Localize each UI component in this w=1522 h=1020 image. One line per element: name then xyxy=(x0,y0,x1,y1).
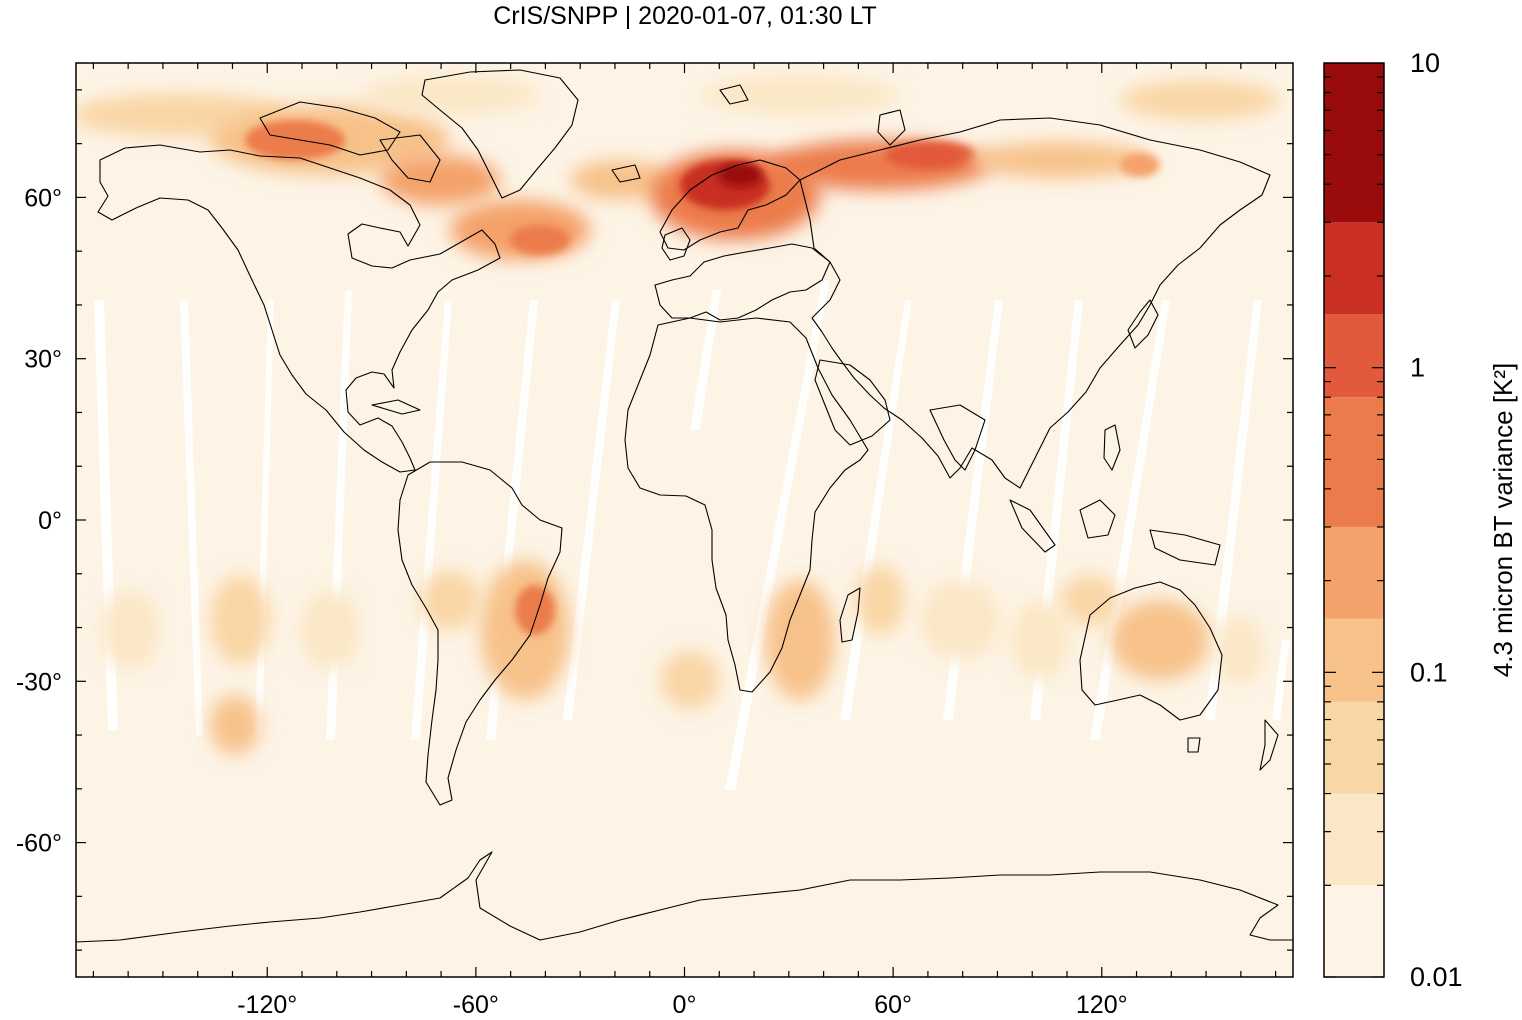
y-axis-tick-labels: 60° 30° 0° -30° -60° xyxy=(16,184,62,857)
coastline-new-guinea xyxy=(1149,529,1221,566)
x-axis-tick-labels: -120° -60° 0° 60° 120° xyxy=(237,991,1127,1019)
coastline-sumatra xyxy=(1009,499,1056,553)
coastline-india xyxy=(929,404,986,471)
coastline-cuba xyxy=(371,399,421,415)
variance-blob xyxy=(420,570,480,630)
chart-title: CrIS/SNPP | 2020-01-07, 01:30 LT xyxy=(493,2,877,30)
coastline-asia xyxy=(799,117,1271,489)
coastline-australia xyxy=(1079,581,1223,721)
colorbar-band xyxy=(1324,885,1384,977)
variance-blob xyxy=(1060,575,1120,625)
variance-blob xyxy=(515,585,555,635)
x-tick-label: -60° xyxy=(453,991,499,1019)
variance-blob xyxy=(700,75,900,115)
colorbar-tick-label: 0.1 xyxy=(1410,657,1448,687)
coastline-new-zealand xyxy=(1259,719,1279,771)
coastline-europe xyxy=(654,243,831,321)
variance-blob xyxy=(660,650,720,710)
coastline-arabia xyxy=(814,359,891,446)
variance-blob xyxy=(100,590,160,670)
variance-blob xyxy=(885,141,975,169)
y-tick-label: 0° xyxy=(38,507,62,535)
variance-blob xyxy=(300,590,360,670)
coastline-borneo xyxy=(1079,499,1116,539)
variance-blob xyxy=(1010,600,1070,680)
y-tick-label: -30° xyxy=(16,668,62,696)
coastline-tasmania xyxy=(1187,737,1201,753)
x-tick-label: 60° xyxy=(874,991,912,1019)
map-ticks xyxy=(76,63,1293,977)
variance-blob xyxy=(1120,80,1280,120)
colorbar-label: 4.3 micron BT variance [K²] xyxy=(1488,363,1518,678)
colorbar-band xyxy=(1324,314,1384,398)
coastline-arctic-islands xyxy=(259,101,401,156)
colorbar-band xyxy=(1324,63,1384,223)
coastline-africa xyxy=(624,317,869,693)
colorbar-band xyxy=(1324,618,1384,702)
variance-blob xyxy=(855,565,905,635)
coastline-japan xyxy=(1127,299,1159,349)
variance-blob xyxy=(510,225,570,255)
y-tick-label: 30° xyxy=(24,346,62,374)
y-tick-label: 60° xyxy=(24,184,62,212)
variance-blob xyxy=(1215,615,1265,685)
colorbar-band xyxy=(1324,701,1384,794)
colorbar-ticks xyxy=(1324,76,1384,978)
variance-blob xyxy=(380,155,500,205)
coastline-iceland xyxy=(611,164,641,183)
coastline-scandinavia xyxy=(659,159,801,251)
colorbar-bands xyxy=(1324,63,1384,977)
colorbar-frame xyxy=(1323,62,1385,978)
colorbar-tick-labels: 10 1 0.1 0.01 xyxy=(1410,48,1463,992)
coastline-british-isles xyxy=(661,227,691,261)
coastlines xyxy=(76,69,1293,943)
coastline-antarctica xyxy=(76,851,1293,943)
variance-blob xyxy=(210,575,270,665)
variance-blob xyxy=(245,120,345,160)
variance-blob xyxy=(970,142,1150,178)
colorbar-band xyxy=(1324,222,1384,315)
variance-blob xyxy=(718,163,762,187)
colorbar-tick-label: 1 xyxy=(1410,353,1425,383)
coastline-novaya-zemlya xyxy=(877,109,906,146)
y-tick-label: -60° xyxy=(16,830,62,858)
colorbar-tick-label: 10 xyxy=(1410,48,1440,78)
colorbar-tick-label: 0.01 xyxy=(1410,962,1463,992)
variance-blob xyxy=(765,580,835,700)
coastline-baffin xyxy=(379,134,441,183)
variance-blob xyxy=(1120,153,1160,177)
coastline-madagascar xyxy=(839,587,861,643)
map-panel xyxy=(76,63,1293,977)
x-tick-label: 0° xyxy=(673,991,697,1019)
x-tick-label: -120° xyxy=(237,991,297,1019)
coastline-greenland xyxy=(421,69,579,199)
variance-blob xyxy=(210,695,260,755)
x-tick-label: 120° xyxy=(1076,991,1128,1019)
variance-field xyxy=(76,75,1280,755)
variance-blob xyxy=(570,160,670,200)
coastline-north-america xyxy=(97,144,501,473)
colorbar: 10 1 0.1 0.01 4.3 micron BT variance [K²] xyxy=(1323,48,1518,992)
variance-blob xyxy=(1110,600,1210,680)
coastline-svalbard xyxy=(719,84,749,105)
coastline-south-america xyxy=(397,461,563,806)
colorbar-band xyxy=(1324,526,1384,619)
variance-blob xyxy=(360,75,540,115)
colorbar-band xyxy=(1324,793,1384,886)
coastline-philippines xyxy=(1103,424,1121,471)
colorbar-band xyxy=(1324,397,1384,527)
variance-blob xyxy=(920,580,1000,660)
